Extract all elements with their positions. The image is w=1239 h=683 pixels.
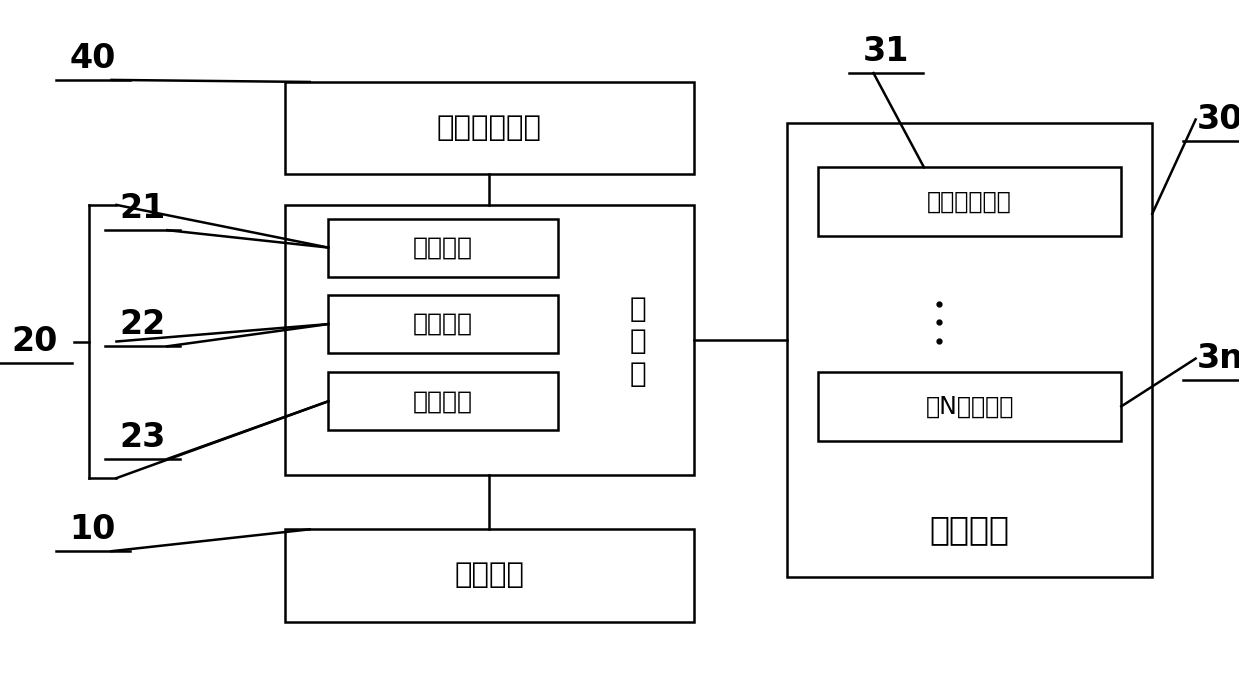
Bar — [328, 295, 558, 353]
Text: 20: 20 — [11, 325, 58, 358]
Text: 31: 31 — [862, 35, 909, 68]
Bar — [818, 167, 1121, 236]
Bar — [328, 219, 558, 277]
Text: 23: 23 — [119, 421, 166, 454]
Bar — [285, 529, 694, 622]
Text: 第N过滤部件: 第N过滤部件 — [926, 394, 1014, 419]
Text: 净化装置: 净化装置 — [929, 513, 1010, 546]
Bar — [818, 372, 1121, 441]
Text: 监测装置: 监测装置 — [455, 561, 524, 589]
Text: 空气循环装置: 空气循环装置 — [437, 114, 541, 142]
Bar — [285, 82, 694, 174]
Text: 分析模块: 分析模块 — [413, 389, 473, 413]
Text: 21: 21 — [119, 192, 166, 225]
Text: 控
制
器: 控 制 器 — [629, 295, 647, 388]
Text: 22: 22 — [119, 308, 166, 341]
Text: 30: 30 — [1197, 103, 1239, 136]
Bar — [328, 372, 558, 430]
Text: 40: 40 — [69, 42, 116, 74]
Text: 第一过滤部件: 第一过滤部件 — [927, 189, 1012, 214]
Text: 10: 10 — [69, 513, 116, 546]
Text: 3n: 3n — [1197, 342, 1239, 375]
Text: 存储模块: 存储模块 — [413, 312, 473, 336]
Bar — [787, 123, 1152, 577]
Text: 判断模块: 判断模块 — [413, 236, 473, 260]
Bar — [285, 205, 694, 475]
